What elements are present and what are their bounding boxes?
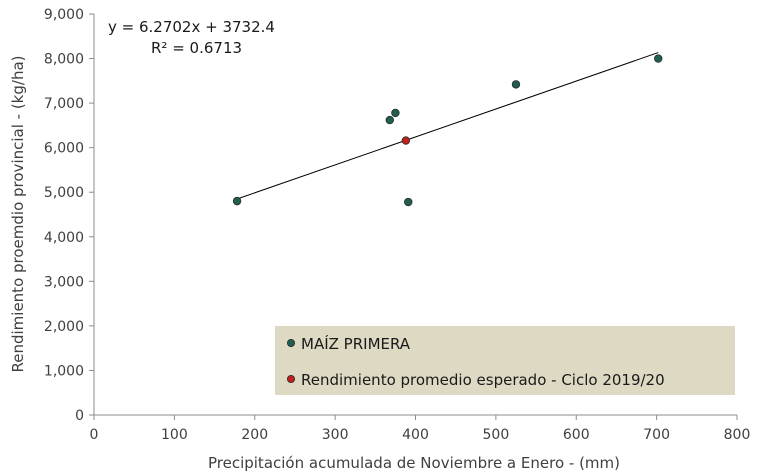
x-tick-label: 800 <box>724 427 751 443</box>
x-tick-label: 200 <box>241 427 268 443</box>
data-point-maiz-primera <box>511 80 521 89</box>
y-axis-title: Rendimiento proemdio provincial - (kg/ha… <box>9 56 27 373</box>
trendline-r-squared: R² = 0.6713 <box>151 39 242 57</box>
legend-marker-rendimiento-esperado <box>286 374 295 383</box>
trendline <box>236 52 659 200</box>
legend-marker-maiz-primera <box>286 338 295 347</box>
legend-label-rendimiento-esperado: Rendimiento promedio esperado - Ciclo 20… <box>301 371 665 389</box>
x-tick-label: 500 <box>483 427 510 443</box>
y-tick-label: 3,000 <box>44 274 84 290</box>
data-point-maiz-primera <box>385 115 394 125</box>
y-tick-label: 7,000 <box>44 96 84 112</box>
legend-background <box>275 326 735 395</box>
data-point-maiz-primera <box>232 196 242 206</box>
y-tick-label: 5,000 <box>44 185 84 201</box>
legend-label-maiz-primera: MAÍZ PRIMERA <box>301 334 411 353</box>
y-tick-label: 2,000 <box>44 319 84 335</box>
y-tick-label: 1,000 <box>44 363 84 379</box>
x-tick-label: 100 <box>161 427 188 443</box>
data-point-rendimiento-esperado <box>401 136 411 145</box>
data-point-maiz-primera <box>391 108 400 118</box>
y-tick-label: 0 <box>75 408 84 424</box>
y-tick-label: 4,000 <box>44 230 84 246</box>
y-tick-label: 6,000 <box>44 141 84 157</box>
data-point-maiz-primera <box>404 197 413 207</box>
data-point-maiz-primera <box>654 54 663 63</box>
x-tick-label: 0 <box>90 427 99 443</box>
data-points <box>232 54 663 207</box>
legend: MAÍZ PRIMERA Rendimiento promedio espera… <box>275 326 735 395</box>
axes <box>89 13 738 420</box>
x-tick-label: 700 <box>643 427 670 443</box>
x-tick-label: 600 <box>563 427 590 443</box>
trendline-equation: y = 6.2702x + 3732.4 <box>108 18 275 36</box>
x-axis-title: Precipitación acumulada de Noviembre a E… <box>208 454 620 472</box>
trendline-group <box>236 52 659 200</box>
y-tick-label: 8,000 <box>44 52 84 68</box>
y-tick-label: 9,000 <box>44 7 84 23</box>
x-tick-label: 300 <box>322 427 349 443</box>
x-tick-label: 400 <box>402 427 429 443</box>
tick-labels: 0 1,000 2,000 3,000 4,000 5,000 6,000 7,000 8,00… <box>44 7 750 443</box>
